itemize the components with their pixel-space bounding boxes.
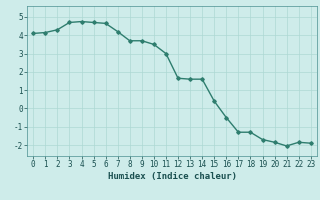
X-axis label: Humidex (Indice chaleur): Humidex (Indice chaleur) xyxy=(108,172,236,181)
